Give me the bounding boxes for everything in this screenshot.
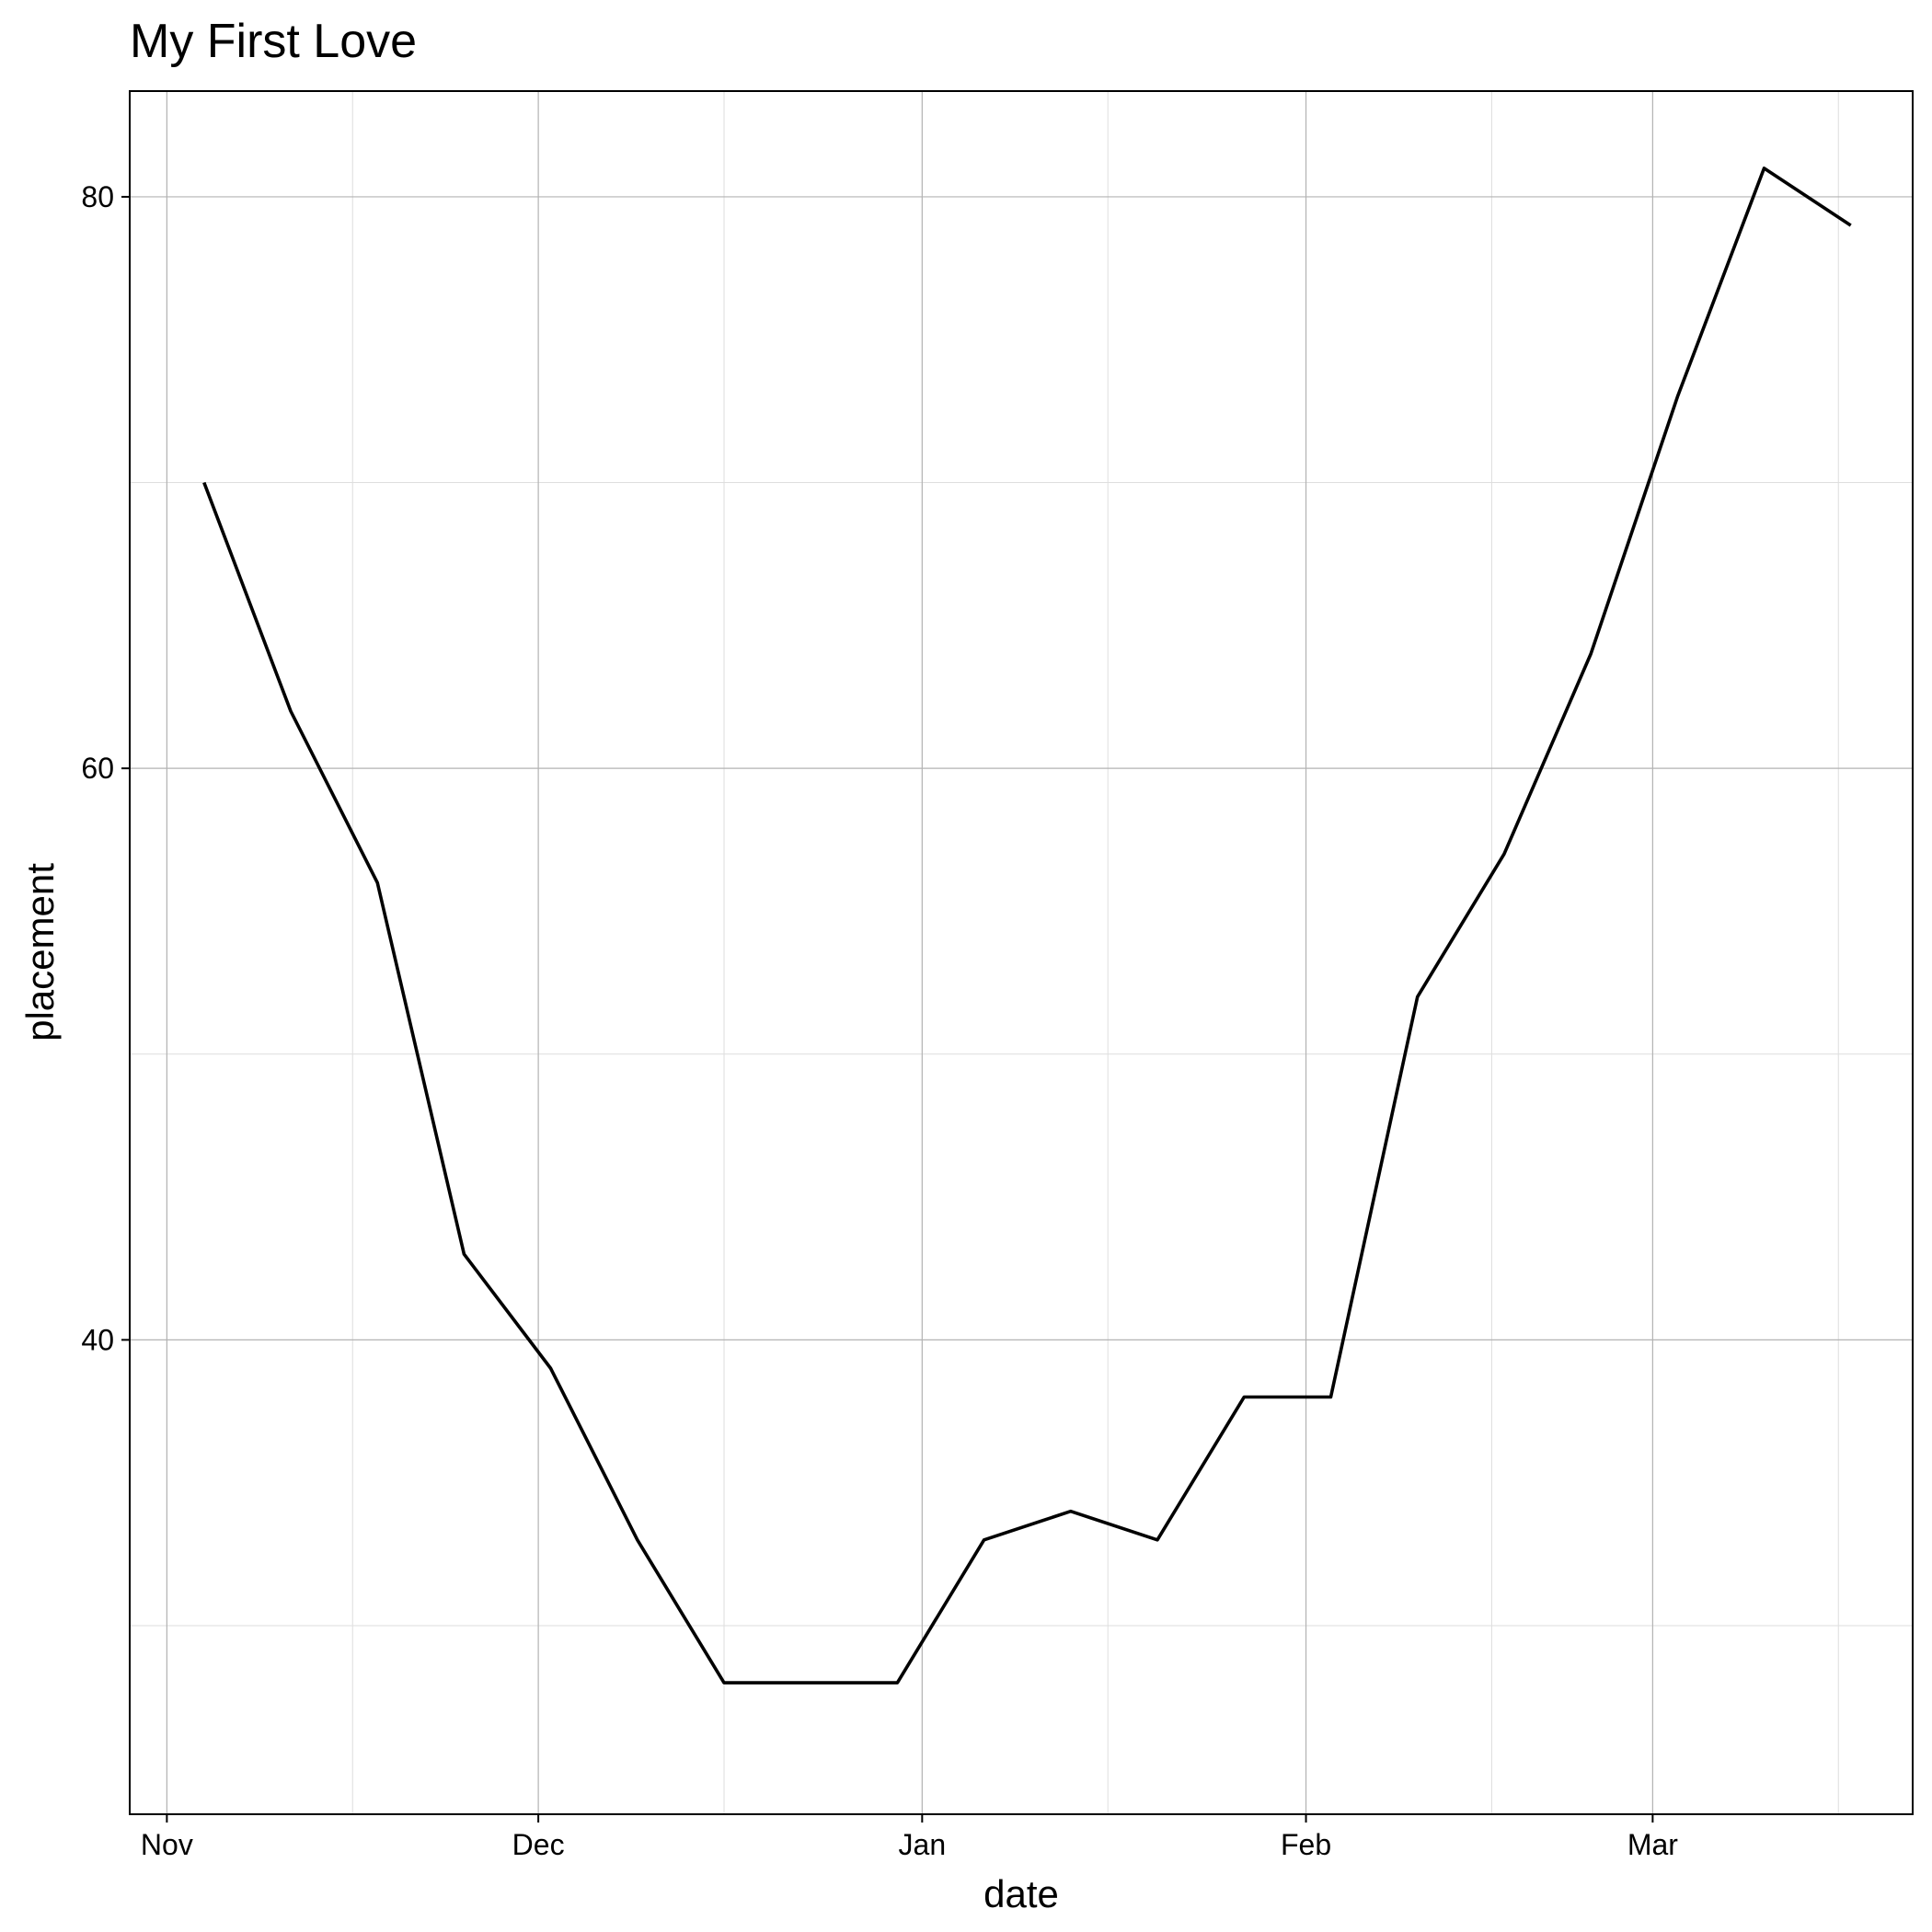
x-tick-label: Jan [899,1828,947,1861]
y-tick-label: 80 [81,180,114,213]
y-tick-label: 60 [81,752,114,785]
axis-ticks: Nov Dec Jan Feb Mar 40 60 80 [81,180,1678,1861]
series-layer [202,167,1852,1685]
plot-panel-border [129,90,1914,1815]
y-tick-label: 40 [81,1323,114,1356]
chart-title: My First Love [130,15,417,68]
x-tick-label: Mar [1627,1828,1678,1861]
x-tick-label: Dec [512,1828,565,1861]
x-tick-label: Nov [141,1828,193,1861]
y-axis-title: placement [18,863,62,1041]
x-axis-title: date [983,1872,1059,1915]
x-tick-label: Feb [1281,1828,1331,1861]
series-line [202,167,1852,1685]
grid-lines [130,91,1913,1814]
